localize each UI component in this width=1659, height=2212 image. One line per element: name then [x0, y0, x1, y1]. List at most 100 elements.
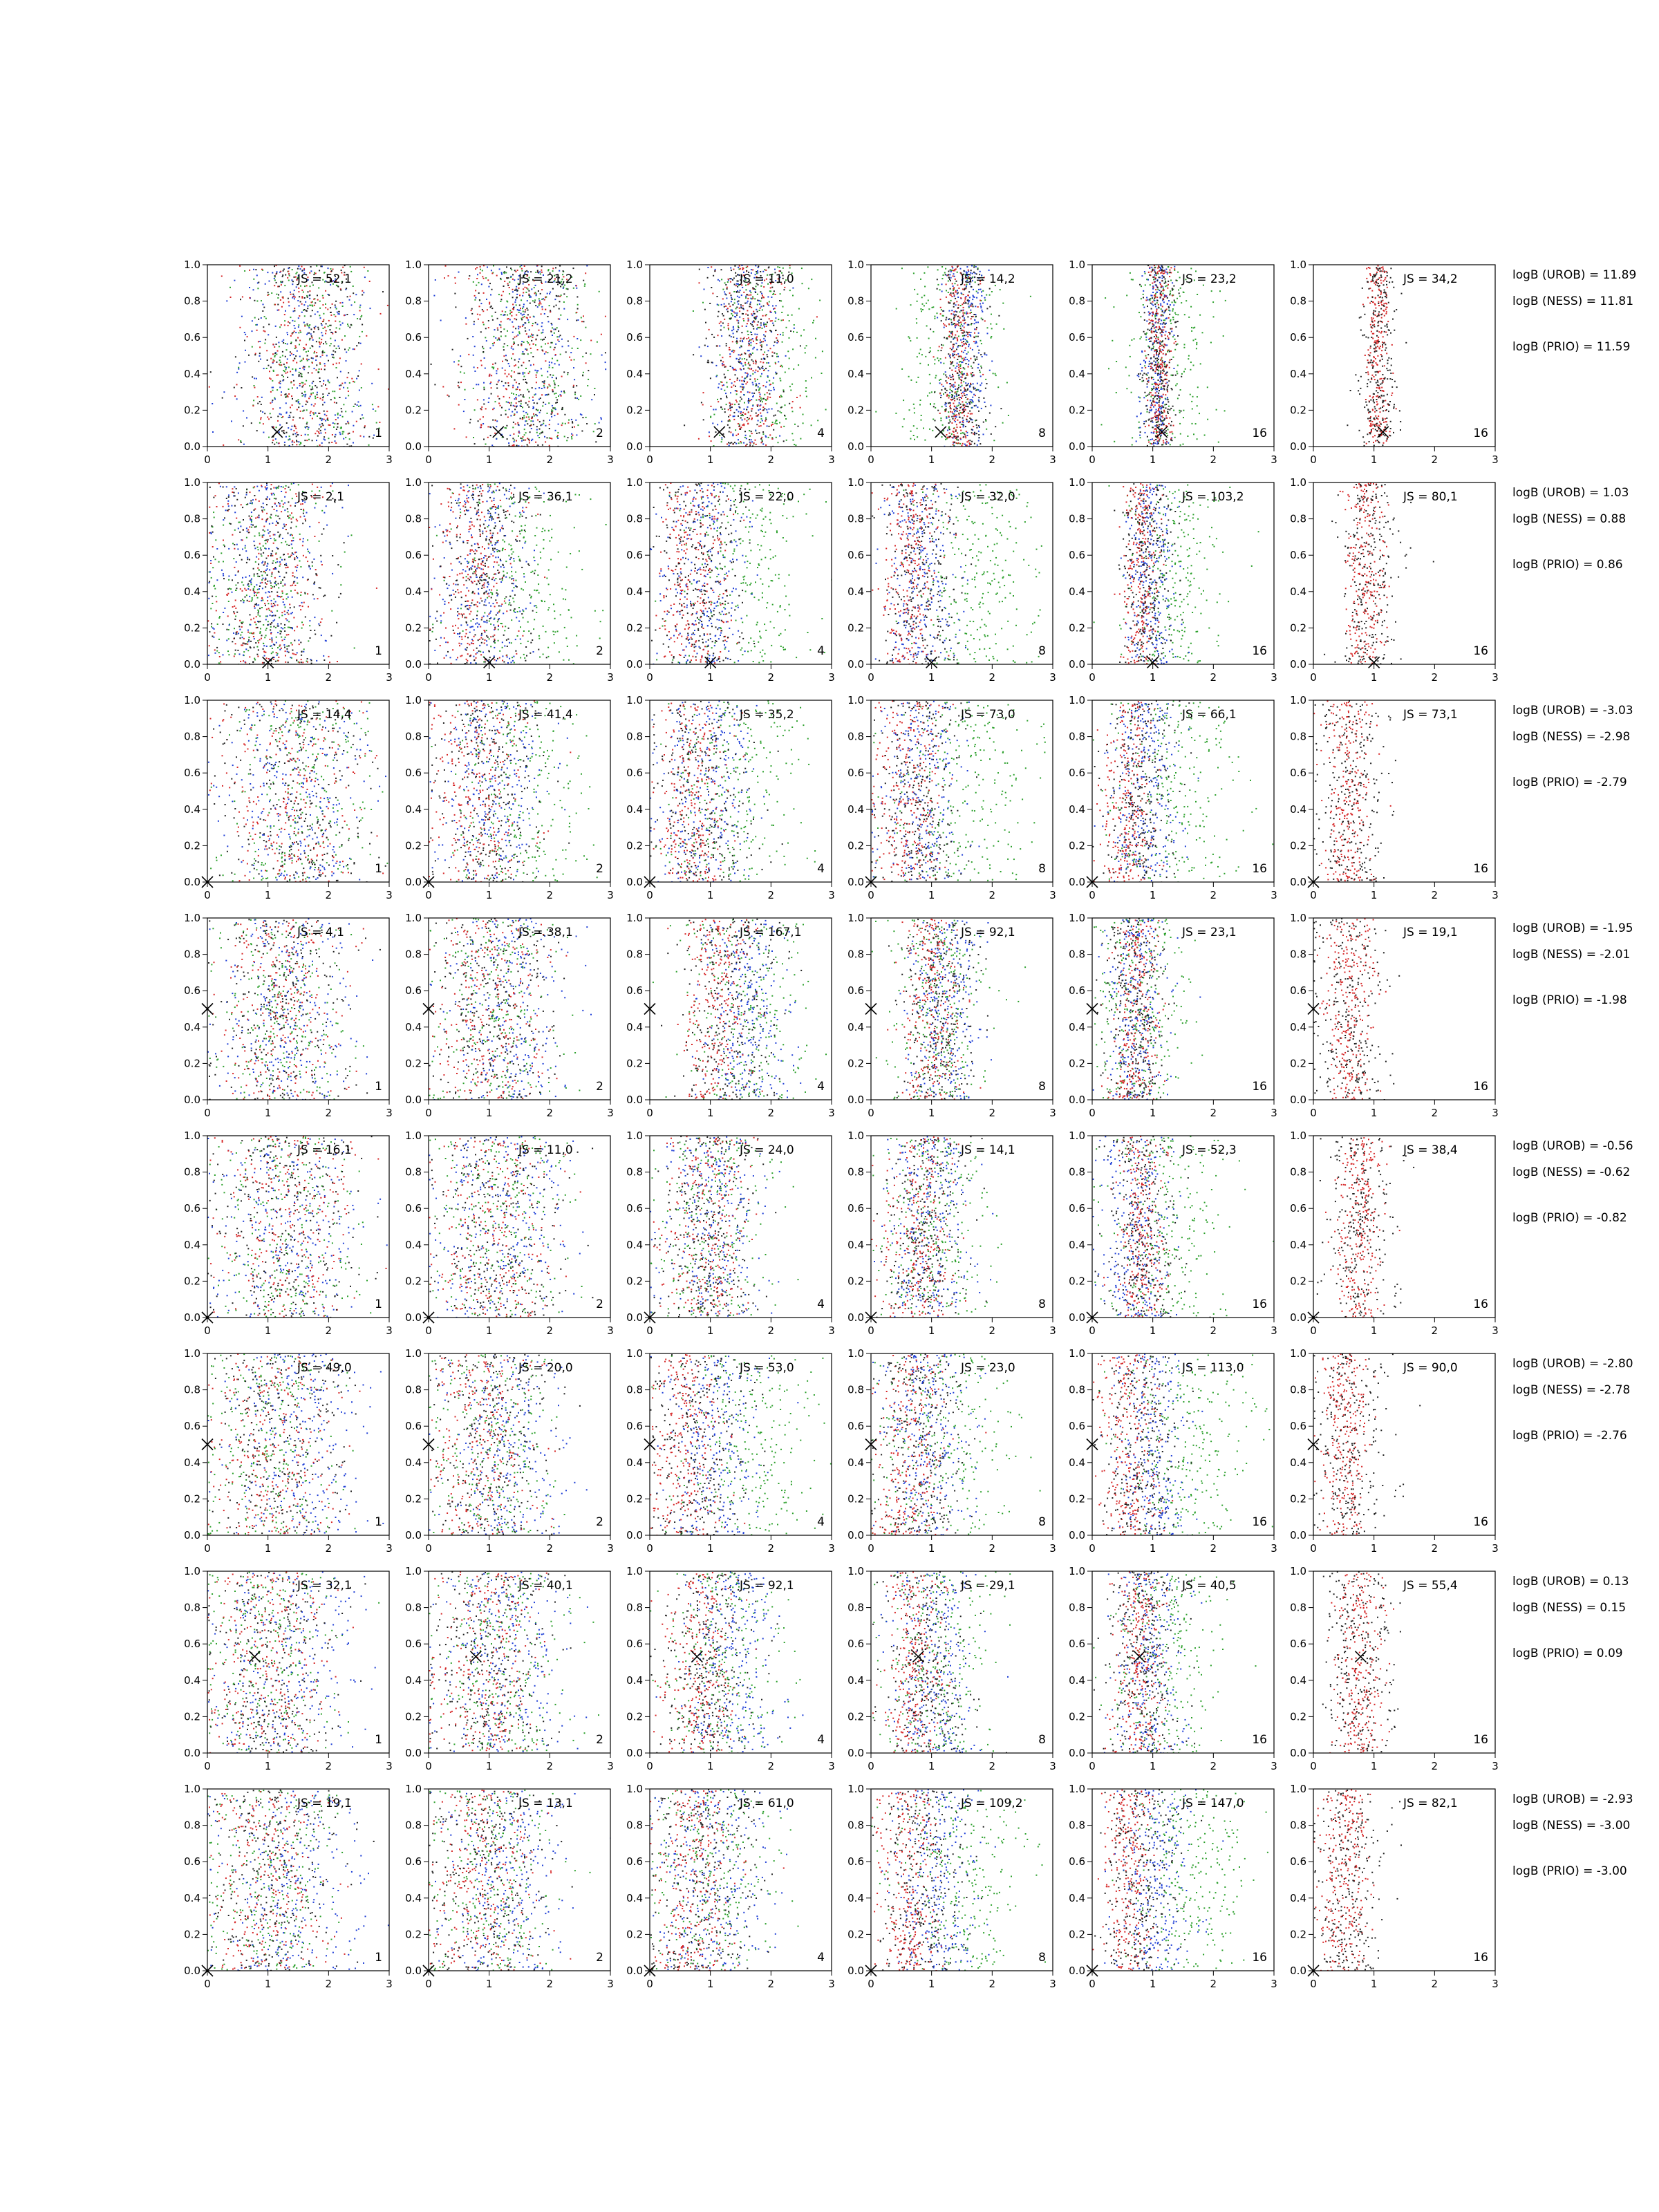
- y-tick-label: 0.0: [847, 1311, 864, 1324]
- panel-r3-c6: 0 1 2 3 0.0 0.2 0.4 0.6 0.8 1.0 JS = 73,1 16: [1290, 694, 1499, 901]
- series-red: [208, 265, 389, 447]
- x-tick-label: 0: [1310, 453, 1317, 466]
- x-tick-label: 1: [1371, 1978, 1378, 1990]
- panel-r2-c2: 0 1 2 30.00.20.40.60.81.0JS = 36,12: [405, 476, 614, 684]
- series-red: [650, 1790, 785, 1971]
- true-value-marker: [1086, 1965, 1098, 1977]
- series-red: [1313, 1789, 1375, 1971]
- count-label: 4: [817, 862, 825, 876]
- scatter-points: [429, 918, 592, 1100]
- y-tick-label: 0.4: [626, 1892, 643, 1904]
- count-label: 4: [817, 1297, 825, 1311]
- count-label: 16: [1473, 1297, 1488, 1311]
- scatter-points: [871, 1353, 1041, 1535]
- axes-frame: [870, 700, 1053, 883]
- y-tick-label: 0.4: [847, 1892, 864, 1904]
- panel-r4-c5: 0 1 2 3 0.0 0.2 0.4 0.6 0.8 1.0 JS = 23,1 16: [1069, 912, 1277, 1119]
- y-tick-label: 0.2: [626, 1928, 643, 1940]
- series-green: [207, 1790, 352, 1971]
- x-tick-label: 1: [707, 1760, 714, 1772]
- series-black: [650, 1354, 766, 1535]
- logb-annotation: logB (PRIO) = -1.98: [1512, 993, 1627, 1007]
- series-green: [429, 1573, 599, 1753]
- js-annotation: JS = 16,1: [297, 1143, 352, 1157]
- true-value-marker: [1368, 656, 1380, 668]
- series-blue: [1103, 1572, 1203, 1753]
- y-tick-label: 0.0: [1290, 1529, 1306, 1541]
- y-tick-label: 1.0: [847, 694, 864, 706]
- y-tick-label: 0.2: [184, 1710, 200, 1723]
- y-tick-label: 0.0: [1290, 1965, 1306, 1977]
- y-tick-label: 0.4: [1290, 368, 1306, 380]
- true-value-marker: [1086, 1002, 1098, 1015]
- axes-frame: [649, 1788, 832, 1971]
- y-tick-label: 0.0: [405, 1965, 422, 1977]
- x-tick-label: 2: [1432, 889, 1438, 901]
- logb-annotation: logB (PRIO) = 0.86: [1512, 558, 1623, 572]
- x-tick-label: 0: [1089, 453, 1096, 466]
- y-tick-label: 0.8: [626, 1602, 643, 1614]
- true-value-marker: [483, 656, 496, 668]
- true-value-marker: [201, 1311, 214, 1324]
- count-label: 1: [375, 1733, 382, 1747]
- y-tick-label: 0.0: [184, 1311, 200, 1324]
- x-tick-label: 3: [1271, 889, 1277, 901]
- scatter-points: [1347, 265, 1407, 447]
- series-blue: [874, 1136, 994, 1318]
- series-black: [1138, 265, 1183, 447]
- js-annotation: JS = 29,1: [960, 1579, 1015, 1593]
- series-black: [651, 482, 756, 664]
- panel-r6-c4: 0 1 2 3 0.0 0.2 0.4 0.6 0.8 1.0 JS = 23,0 8: [847, 1347, 1056, 1555]
- axes-frame: [1313, 482, 1496, 665]
- logb-annotation: logB (UROB) = -1.95: [1512, 921, 1633, 935]
- y-tick-label: 0.2: [847, 839, 864, 852]
- true-value-marker: [201, 1002, 214, 1015]
- count-label: 16: [1473, 862, 1488, 876]
- x-tick-label: 3: [1492, 671, 1499, 684]
- series-red: [1339, 482, 1390, 664]
- y-tick-label: 1.0: [405, 1565, 422, 1577]
- series-black: [429, 918, 565, 1099]
- y-tick-label: 0.2: [184, 1492, 200, 1505]
- true-value-marker: [1307, 1002, 1320, 1015]
- scatter-points: [875, 265, 1031, 447]
- y-tick-label: 0.8: [1069, 295, 1085, 308]
- y-tick-label: 0.6: [405, 1202, 422, 1215]
- x-tick-label: 0: [646, 1324, 653, 1337]
- true-value-marker: [1086, 1438, 1098, 1451]
- count-label: 16: [1252, 1080, 1267, 1094]
- series-green: [1093, 1136, 1274, 1318]
- y-tick-label: 0.4: [626, 803, 643, 816]
- y-tick-label: 0.6: [1290, 984, 1306, 997]
- panel-r2-c5: 0 1 2 3 0.0 0.2 0.4 0.6 0.8 1.0 JS = 103,2 16: [1069, 476, 1277, 684]
- js-annotation: JS = 11,0: [739, 272, 794, 286]
- scatter-points: [430, 265, 607, 447]
- scatter-points: [650, 700, 816, 882]
- panel-r3-c1: 0 1 2 3 0.0 0.2 0.4 0.6 0.8 1.0 JS = 14,4 1: [184, 694, 393, 901]
- true-value-marker: [926, 656, 938, 668]
- axes-frame: [428, 482, 611, 665]
- y-tick-label: 0.0: [847, 1529, 864, 1541]
- x-tick-label: 3: [1492, 1760, 1499, 1772]
- panel-r5-c6: 0 1 2 3 0.0 0.2 0.4 0.6 0.8 1.0 JS = 38,4 16: [1290, 1130, 1499, 1337]
- series-black: [207, 1353, 357, 1535]
- scatter-points: [1092, 1136, 1274, 1318]
- y-tick-label: 0.0: [405, 1529, 422, 1541]
- panel-r1-c6: 0 1 2 3 0.0 0.2 0.4 0.6 0.8 1.0 JS = 34,2 16: [1290, 259, 1499, 466]
- js-annotation: JS = 24,0: [739, 1143, 794, 1157]
- true-value-marker: [1086, 1311, 1098, 1324]
- panel-r2-c4: 0 1 2 3 0.0 0.2 0.4 0.6 0.8 1.0 JS = 32,0 8: [847, 476, 1056, 684]
- true-value-marker: [1307, 876, 1320, 888]
- series-blue: [899, 920, 992, 1100]
- y-tick-label: 0.0: [1069, 658, 1085, 671]
- series-blue: [207, 701, 386, 881]
- js-annotation: JS = 73,0: [960, 708, 1015, 722]
- x-tick-label: 2: [547, 1324, 554, 1337]
- y-tick-label: 0.6: [847, 1420, 864, 1432]
- y-tick-label: 1.0: [184, 1565, 200, 1577]
- series-blue: [698, 265, 795, 447]
- x-tick-label: 1: [1371, 1324, 1378, 1337]
- y-tick-label: 0.0: [184, 1965, 200, 1977]
- count-label: 1: [375, 862, 382, 876]
- axes-frame: [649, 1135, 832, 1318]
